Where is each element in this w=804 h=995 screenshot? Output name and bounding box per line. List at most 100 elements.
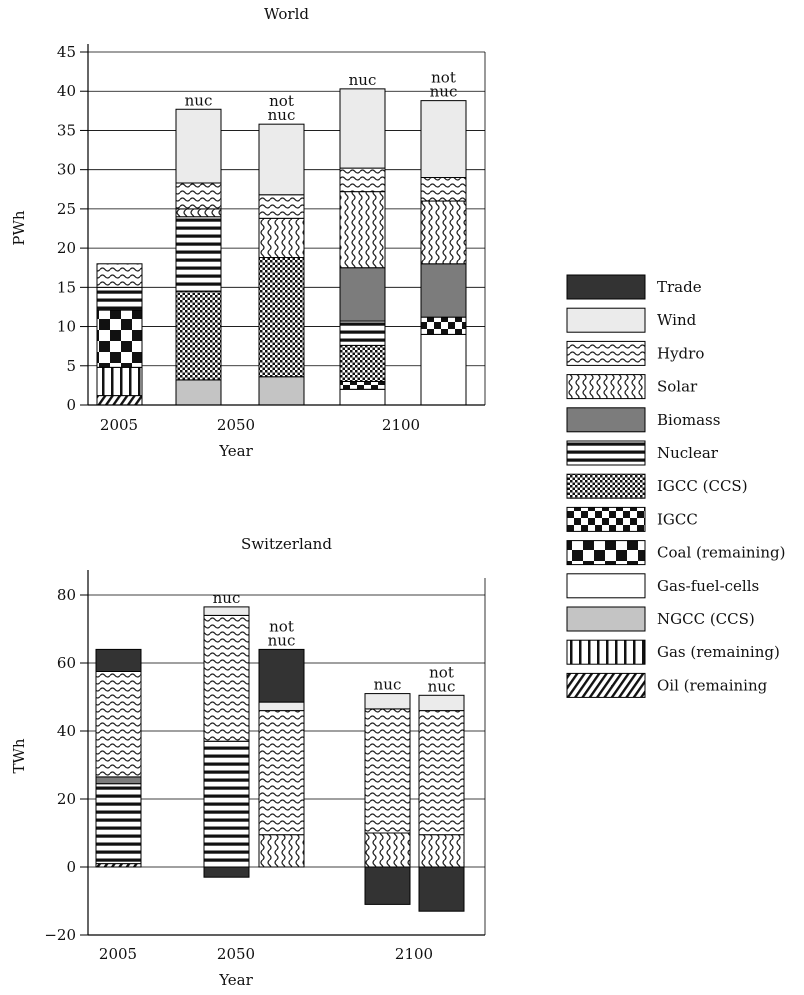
legend-label-ngcc-ccs: NGCC (CCS)	[657, 610, 755, 628]
world-y-tick-label: 5	[66, 357, 76, 375]
world-bar-segment-nuclear	[175, 216, 222, 292]
world-bar-segment-wind	[175, 108, 222, 184]
world-bar-segment-nuclear	[339, 320, 386, 346]
switzerland-bar-segment-trade	[364, 866, 411, 905]
world-bar-segment-igcc	[339, 380, 386, 390]
world-bar-segment-biomass	[420, 263, 467, 318]
world-bar-segment-gas-fuel-cells	[420, 333, 467, 406]
legend-label-igcc: IGCC	[657, 510, 698, 528]
legend-swatch-igcc-ccs	[566, 473, 646, 499]
switzerland-bar-label: nuc	[268, 631, 296, 649]
world-bar-label: nuc	[185, 91, 213, 109]
world-x-tick-label: 2050	[217, 416, 255, 434]
switzerland-y-tick-label: 80	[57, 586, 76, 604]
legend-label-hydro: Hydro	[657, 344, 704, 362]
world-bar-segment-biomass	[339, 267, 386, 322]
switzerland-bar-segment-wind	[203, 606, 250, 616]
world-y-tick-label: 45	[57, 43, 76, 61]
legend-swatch-ngcc-ccs	[566, 606, 646, 632]
world-bar-segment-gas-remaining	[96, 366, 143, 397]
legend-swatch-biomass	[566, 407, 646, 433]
world-bar-segment-wind	[420, 100, 467, 179]
legend-swatch-trade	[566, 274, 646, 300]
world-bar-label: nuc	[349, 71, 377, 89]
switzerland-bar-segment-biomass	[95, 776, 142, 785]
world-bar-segment-hydro	[258, 194, 305, 219]
world-bar-segment-oil-remaining	[96, 395, 143, 406]
switzerland-bar-segment-trade	[418, 866, 465, 912]
switzerland-bar-segment-wind	[364, 693, 411, 710]
legend-label-trade: Trade	[657, 278, 702, 296]
world-bar-segment-hydro	[175, 182, 222, 210]
switzerland-bar-segment-solar	[364, 832, 411, 868]
world-bar-segment-wind	[258, 123, 305, 196]
switzerland-bar-label: nuc	[374, 676, 402, 694]
world-bar-segment-coal-remaining	[96, 309, 143, 368]
switzerland-bar-label: not	[429, 663, 454, 681]
switzerland-bar-segment-hydro	[203, 614, 250, 742]
world-chart-title: World	[264, 5, 309, 23]
switzerland-bar-label: not	[269, 617, 294, 635]
switzerland-y-tick-label: 60	[57, 654, 76, 672]
switzerland-y-tick-label: −20	[44, 926, 76, 944]
world-bar-segment-solar	[339, 191, 386, 269]
world-bar-label: nuc	[268, 106, 296, 124]
legend-label-coal-remaining: Coal (remaining)	[657, 544, 785, 562]
switzerland-bar-segment-trade	[258, 648, 305, 703]
world-bar-segment-solar	[258, 217, 305, 259]
switzerland-y-axis-title: TWh	[10, 738, 28, 773]
switzerland-bar-segment-solar	[418, 834, 465, 868]
switzerland-bar-segment-solar	[258, 834, 305, 868]
world-bar-segment-gas-fuel-cells	[339, 388, 386, 406]
legend-swatch-gas-fuel-cells	[566, 573, 646, 599]
world-bar-segment-igcc-ccs	[175, 290, 222, 381]
world-bar-segment-hydro	[339, 167, 386, 193]
world-y-tick-label: 30	[57, 161, 76, 179]
switzerland-bar-label: nuc	[213, 589, 241, 607]
world-y-axis-title: PWh	[10, 210, 28, 246]
legend-label-wind: Wind	[657, 311, 697, 329]
switzerland-bar-segment-wind	[418, 694, 465, 712]
legend-label-oil-remaining: Oil (remaining	[657, 676, 768, 694]
legend-swatch-hydro	[566, 340, 646, 366]
world-y-tick-label: 0	[66, 396, 76, 414]
world-y-tick-label: 25	[57, 200, 76, 218]
world-x-tick-label: 2005	[100, 416, 138, 434]
legend-swatch-igcc	[566, 506, 646, 532]
legend-label-igcc-ccs: IGCC (CCS)	[657, 477, 748, 495]
switzerland-bar-segment-trade	[203, 866, 250, 878]
switzerland-bar-segment-hydro	[418, 710, 465, 836]
world-x-axis-title: Year	[218, 442, 253, 460]
switzerland-y-tick-label: 0	[66, 858, 76, 876]
world-bar-segment-solar	[175, 208, 222, 218]
switzerland-x-tick-label: 2005	[99, 945, 137, 963]
legend-label-gas-remaining: Gas (remaining)	[657, 643, 780, 661]
legend-swatch-coal-remaining	[566, 540, 646, 566]
world-bar-label: not	[431, 69, 456, 87]
switzerland-bar-segment-oil-remaining	[95, 863, 142, 868]
world-bar-segment-igcc	[420, 316, 467, 335]
switzerland-bar-segment-nuclear	[95, 783, 142, 865]
world-bar-segment-igcc-ccs	[339, 344, 386, 382]
world-y-tick-label: 35	[57, 121, 76, 139]
legend-label-biomass: Biomass	[657, 411, 720, 429]
switzerland-bar-segment-trade	[95, 648, 142, 673]
world-y-tick-label: 15	[57, 278, 76, 296]
world-bar-segment-hydro	[420, 177, 467, 202]
switzerland-x-tick-label: 2050	[217, 945, 255, 963]
switzerland-chart-title: Switzerland	[241, 535, 332, 553]
world-y-tick-label: 20	[57, 239, 76, 257]
switzerland-x-axis-title: Year	[218, 971, 253, 989]
legend-label-gas-fuel-cells: Gas-fuel-cells	[657, 577, 759, 595]
switzerland-y-tick-label: 20	[57, 790, 76, 808]
switzerland-bar-segment-wind	[258, 701, 305, 712]
switzerland-bar-label: nuc	[428, 677, 456, 695]
legend-label-nuclear: Nuclear	[657, 444, 719, 462]
legend-swatch-solar	[566, 374, 646, 400]
world-bar-segment-hydro	[96, 263, 143, 288]
world-bar-segment-ngcc-ccs	[175, 379, 222, 406]
world-bar-segment-wind	[339, 88, 386, 169]
